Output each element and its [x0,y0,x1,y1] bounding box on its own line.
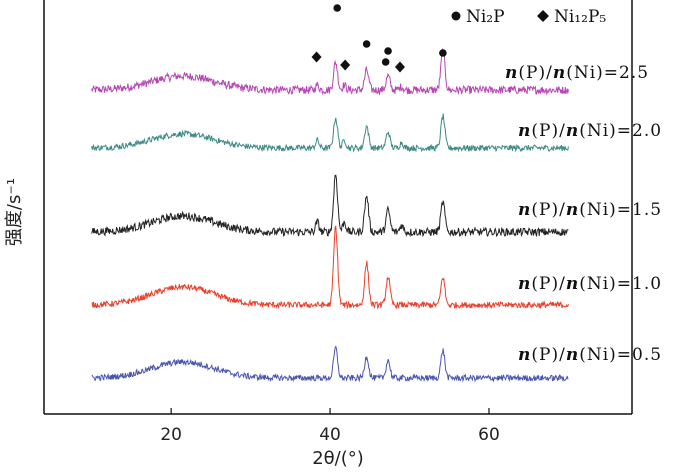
series-line-4 [91,345,569,383]
series-label-2: n(P)/n(Ni)=1.5 [518,200,662,220]
series-line-2 [91,174,569,238]
x-tick-label-20: 20 [160,425,182,445]
series-label-3: n(P)/n(Ni)=1.0 [518,274,662,294]
series-line-0 [91,48,569,96]
ni2p-marker-4 [439,49,447,57]
legend-ni12p5: Ni₁₂P₅ [554,7,606,27]
series-labels: n(P)/n(Ni)=2.5 n(P)/n(Ni)=2.0 n(P)/n(Ni)=1… [505,63,662,365]
x-axis-label: 2θ/(°) [312,448,364,469]
ni12p5-marker-0 [311,51,322,63]
legend-ni2p-text: Ni₂P [466,7,505,27]
ni2p-marker-1 [362,40,371,48]
x-ticks: 20 40 60 [160,408,500,445]
series-label-4: n(P)/n(Ni)=0.5 [518,345,662,365]
series-line-1 [91,113,569,153]
axes [43,0,633,415]
series-label-1: n(P)/n(Ni)=2.0 [518,121,662,141]
y-axis-label: 强度/s⁻¹ [4,178,25,246]
series-group [91,48,569,383]
legend-diamond-marker [537,10,549,22]
legend-ni12p5-text: Ni₁₂P₅ [554,7,606,27]
ni2p-marker-3 [381,58,390,66]
peak-markers [311,4,447,73]
legend: Ni₂P Ni₁₂P₅ [451,7,606,27]
series-label-0: n(P)/n(Ni)=2.5 [505,63,649,83]
legend-ni2p: Ni₂P [466,7,505,27]
x-tick-label-60: 60 [478,425,500,445]
ni12p5-marker-1 [340,59,351,71]
ni12p5-marker-2 [394,61,405,73]
series-line-3 [91,225,569,310]
legend-circle-marker [451,11,461,21]
x-tick-label-40: 40 [319,425,341,445]
ni2p-marker-2 [384,47,392,55]
ni2p-marker-0 [333,4,342,12]
